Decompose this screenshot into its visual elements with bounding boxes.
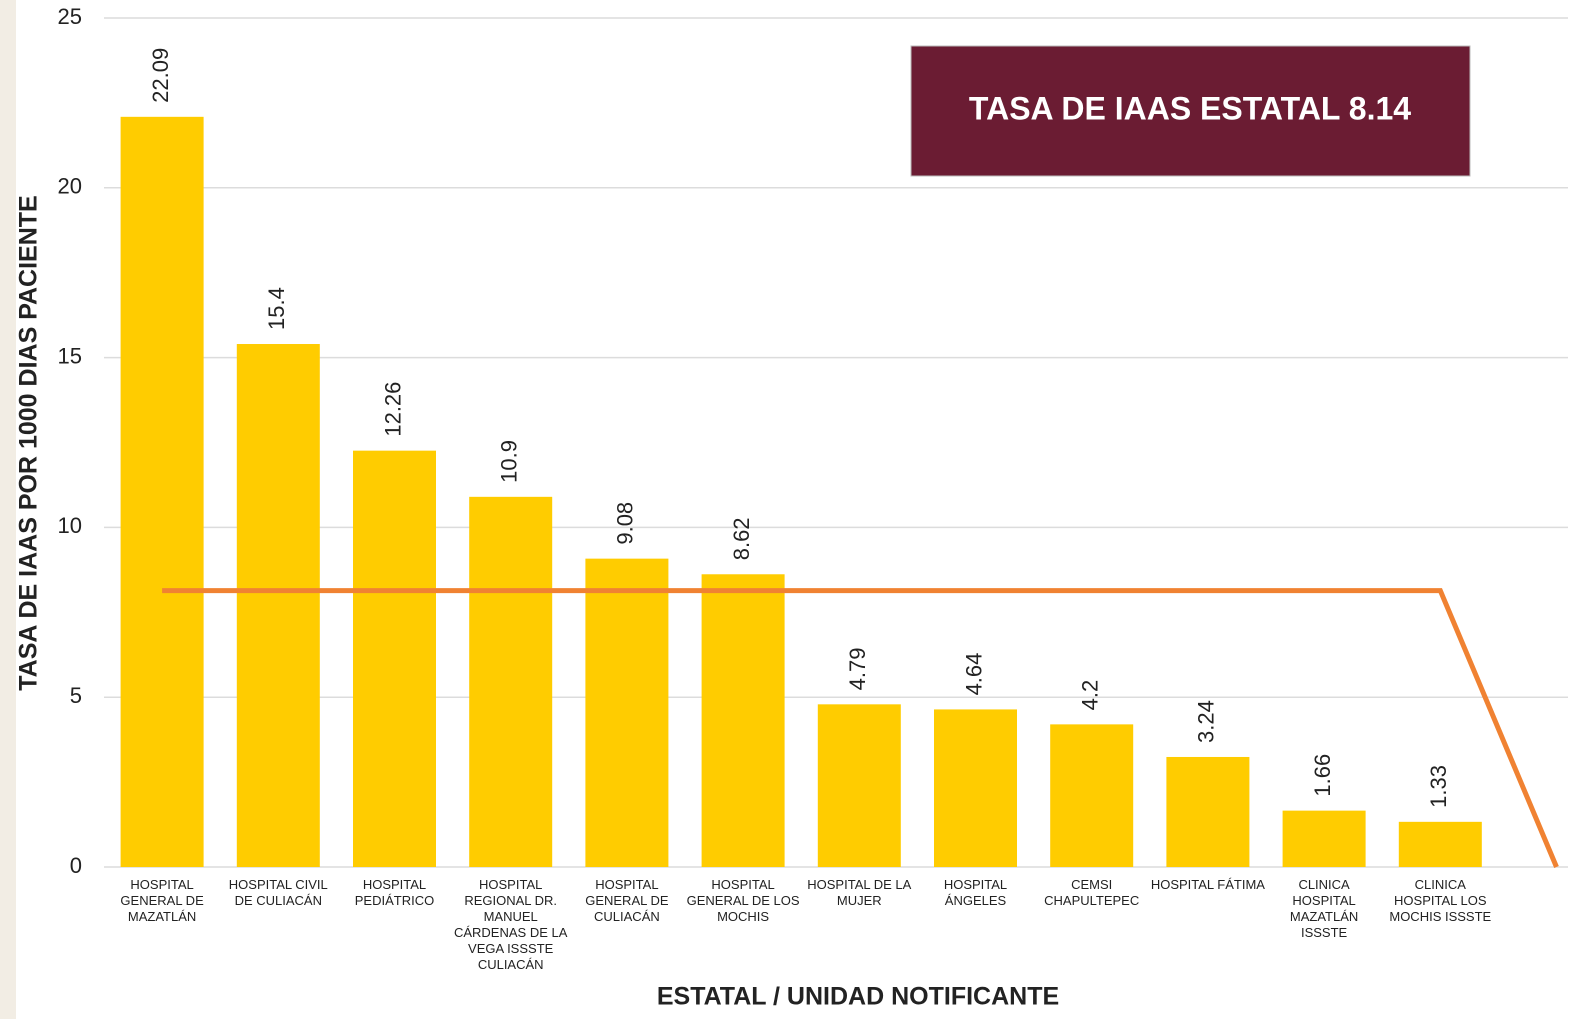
bar	[817, 704, 901, 867]
x-tick-label-box: HOSPITAL CIVIL DE CULIACÁN	[228, 877, 328, 908]
x-tick-label: HOSPITAL DE LA MUJER	[807, 877, 912, 908]
y-tick-label: 5	[70, 683, 82, 708]
data-label: 10.9	[497, 440, 522, 483]
x-tick-label: HOSPITAL GENERAL DE LOS MOCHIS	[686, 877, 800, 924]
y-tick-label: 10	[58, 513, 82, 538]
x-tick-label: HOSPITAL ÁNGELES	[943, 877, 1008, 908]
bar	[1166, 756, 1250, 867]
x-tick-label: HOSPITAL REGIONAL DR. MANUEL CÁRDENAS DE…	[453, 877, 568, 972]
bar	[1282, 810, 1366, 867]
data-label: 4.64	[961, 653, 986, 696]
bar	[236, 344, 320, 867]
data-label: 1.66	[1310, 754, 1335, 797]
y-tick-label: 0	[70, 853, 82, 878]
y-axis-title: TASA DE IAAS POR 1000 DIAS PACIENTE	[15, 195, 43, 690]
data-label: 3.24	[1194, 700, 1219, 743]
x-tick-label-box: CLINICA HOSPITAL MAZATLÁN ISSSTE	[1289, 877, 1359, 940]
data-label: 1.33	[1426, 765, 1451, 808]
data-label: 15.4	[264, 287, 289, 330]
x-tick-label: HOSPITAL PEDIÁTRICO	[354, 877, 435, 908]
line	[162, 588, 1559, 868]
x-tick-label: CLINICA HOSPITAL MAZATLÁN ISSSTE	[1289, 877, 1359, 940]
x-tick-label: HOSPITAL CIVIL DE CULIACÁN	[228, 877, 328, 908]
bar	[1050, 724, 1134, 867]
y-tick-label: 25	[58, 4, 82, 29]
x-tick-label-box: HOSPITAL GENERAL DE LOS MOCHIS	[686, 877, 800, 924]
x-tick-label-box: HOSPITAL GENERAL DE CULIACÁN	[585, 877, 669, 924]
x-tick-label: CLINICA HOSPITAL LOS MOCHIS ISSSTE	[1389, 877, 1492, 924]
x-tick-label: HOSPITAL GENERAL DE CULIACÁN	[585, 877, 669, 924]
bar	[585, 558, 669, 867]
data-label: 8.62	[729, 517, 754, 560]
x-tick-label-box: CEMSI CHAPULTEPEC	[1044, 877, 1140, 908]
x-tick-label-box: HOSPITAL GENERAL DE MAZATLÁN	[120, 877, 204, 924]
y-tick-label: 20	[58, 174, 82, 199]
x-tick-label-box: HOSPITAL PEDIÁTRICO	[354, 877, 435, 908]
bar	[120, 116, 204, 867]
y-tick-label: 15	[58, 343, 82, 368]
side-strip	[0, 0, 16, 1019]
bar	[469, 496, 553, 867]
x-axis-title: ESTATAL / UNIDAD NOTIFICANTE	[657, 983, 1059, 1011]
x-tick-label: HOSPITAL FÁTIMA	[1150, 877, 1265, 892]
x-tick-label-box: HOSPITAL DE LA MUJER	[807, 877, 912, 908]
bar	[1398, 821, 1482, 867]
data-label: 9.08	[613, 502, 638, 545]
x-tick-label: HOSPITAL GENERAL DE MAZATLÁN	[120, 877, 204, 924]
x-tick-label-box: CLINICA HOSPITAL LOS MOCHIS ISSSTE	[1389, 877, 1492, 924]
x-tick-label-box: HOSPITAL FÁTIMA	[1150, 877, 1265, 892]
bar	[701, 574, 785, 867]
x-tick-label-box: HOSPITAL REGIONAL DR. MANUEL CÁRDENAS DE…	[453, 877, 568, 972]
annotation-box	[910, 45, 1471, 177]
annotation: TASA DE IAAS ESTATAL 8.14	[969, 90, 1411, 126]
bar	[934, 709, 1017, 867]
data-label: 22.09	[148, 48, 173, 103]
bar	[353, 450, 436, 867]
data-label: 12.26	[380, 382, 405, 437]
data-label: 4.2	[1078, 680, 1103, 711]
x-tick-label-box: HOSPITAL ÁNGELES	[943, 877, 1008, 908]
data-label: 4.79	[845, 648, 870, 691]
x-tick-label: CEMSI CHAPULTEPEC	[1044, 877, 1140, 908]
